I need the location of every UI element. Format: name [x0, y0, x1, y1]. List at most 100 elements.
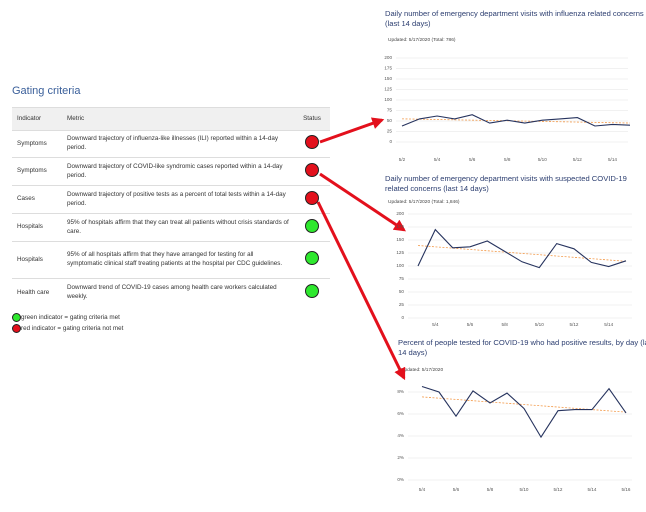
- y-tick-label: 4%: [397, 433, 404, 438]
- x-tick-label: 5/12: [573, 157, 582, 162]
- arrow: [319, 172, 406, 232]
- table-row: Hospitals 95% of all hospitals affirm tha…: [12, 241, 330, 279]
- y-tick-label: 200: [384, 55, 392, 60]
- y-tick-label: 100: [396, 263, 404, 268]
- status-indicator: [305, 135, 319, 150]
- data-line: [401, 114, 631, 127]
- data-line: [421, 385, 627, 439]
- status-cell: [294, 157, 330, 186]
- status-cell: [294, 241, 330, 279]
- y-tick-label: 50: [387, 118, 393, 123]
- indicator-cell: Cases: [12, 185, 62, 214]
- x-tick-label: 5/14: [608, 157, 617, 162]
- table-row: Symptoms Downward trajectory of COVID-lik…: [12, 157, 330, 186]
- legend-label: red indicator = gating criteria not met: [21, 325, 124, 332]
- y-tick-label: 25: [399, 302, 405, 307]
- x-tick-label: 5/6: [453, 487, 460, 492]
- metric-cell: 95% of all hospitals affirm that they ha…: [62, 241, 294, 279]
- metric-cell: Downward trajectory of positive tests as…: [62, 185, 294, 214]
- y-tick-label: 8%: [397, 389, 404, 394]
- status-cell: [294, 278, 330, 308]
- chart-title: Percent of people tested for COVID-19 wh…: [398, 338, 646, 357]
- status-indicator: [305, 218, 319, 233]
- table-row: Health care Downward trend of COVID-19 ca…: [12, 278, 330, 308]
- chart-title: Daily number of emergency department vis…: [385, 174, 627, 193]
- x-tick-label: 5/6: [469, 157, 476, 162]
- chart-title: Daily number of emergency department vis…: [385, 9, 644, 28]
- table-body: Symptoms Downward trajectory of influenza…: [12, 130, 330, 308]
- y-tick-label: 175: [396, 224, 404, 229]
- table-row: Cases Downward trajectory of positive tes…: [12, 185, 330, 214]
- x-tick-label: 5/12: [570, 322, 579, 327]
- x-tick-label: 5/6: [467, 322, 474, 327]
- y-tick-label: 100: [384, 97, 392, 102]
- legend-label: green indicator = gating criteria met: [21, 314, 120, 321]
- arrow: [316, 201, 406, 381]
- indicator-cell: Symptoms: [12, 130, 62, 158]
- chart-subtitle: Updated: 5/17/2020: [401, 368, 444, 373]
- indicator-cell: Hospitals: [12, 213, 62, 242]
- x-tick-label: 5/4: [432, 322, 439, 327]
- x-tick-label: 5/16: [622, 487, 631, 492]
- y-tick-label: 75: [399, 276, 405, 281]
- trend-line: [417, 245, 627, 262]
- status-indicator: [305, 251, 319, 266]
- header-row: Indicator Metric Status: [12, 107, 330, 131]
- legend-dot: [12, 313, 21, 322]
- y-tick-label: 150: [396, 237, 404, 242]
- x-tick-label: 5/10: [538, 157, 547, 162]
- chart-subtitle: Updated: 5/17/2020 (Total: 786): [388, 38, 456, 43]
- y-tick-label: 0: [401, 315, 404, 320]
- status-cell: [294, 130, 330, 158]
- y-tick-label: 125: [384, 87, 392, 92]
- column-header: Status: [294, 107, 330, 131]
- x-tick-label: 5/8: [487, 487, 494, 492]
- indicator-cell: Health care: [12, 278, 62, 308]
- status-indicator: [305, 190, 319, 205]
- legend-item: red indicator = gating criteria not met: [12, 324, 123, 333]
- metric-cell: Downward trajectory of COVID-like syndro…: [62, 157, 294, 186]
- table-row: Hospitals 95% of hospitals affirm that th…: [12, 213, 330, 242]
- x-tick-label: 5/8: [501, 322, 508, 327]
- indicator-cell: Symptoms: [12, 157, 62, 186]
- x-tick-label: 5/10: [520, 487, 529, 492]
- metric-cell: Downward trend of COVID-19 cases among h…: [62, 278, 294, 308]
- status-indicator: [305, 162, 319, 177]
- legend-item: green indicator = gating criteria met: [12, 313, 120, 322]
- x-tick-label: 5/4: [434, 157, 441, 162]
- y-tick-label: 125: [396, 250, 404, 255]
- x-tick-label: 5/4: [419, 487, 426, 492]
- y-tick-label: 50: [399, 289, 405, 294]
- status-indicator: [305, 284, 319, 299]
- column-header: Metric: [62, 107, 294, 131]
- gating-table: Indicator Metric Status Symptoms Downward…: [12, 107, 330, 308]
- y-tick-label: 2%: [397, 455, 404, 460]
- section-title: Gating criteria: [12, 85, 81, 97]
- y-tick-label: 175: [384, 66, 392, 71]
- x-tick-label: 5/2: [399, 157, 406, 162]
- table-row: Symptoms Downward trajectory of influenza…: [12, 130, 330, 158]
- y-tick-label: 200: [396, 211, 404, 216]
- trend-line: [421, 396, 627, 413]
- status-cell: [294, 213, 330, 242]
- x-tick-label: 5/10: [535, 322, 544, 327]
- arrow: [319, 117, 385, 144]
- x-tick-label: 5/12: [554, 487, 563, 492]
- indicator-cell: Hospitals: [12, 241, 62, 279]
- x-tick-label: 5/8: [504, 157, 511, 162]
- y-tick-label: 150: [384, 76, 392, 81]
- y-tick-label: 75: [387, 108, 393, 113]
- y-tick-label: 6%: [397, 411, 404, 416]
- y-tick-label: 0: [389, 139, 392, 144]
- y-tick-label: 25: [387, 129, 393, 134]
- metric-cell: Downward trajectory of influenza-like il…: [62, 130, 294, 158]
- x-tick-label: 5/14: [588, 487, 597, 492]
- status-cell: [294, 185, 330, 214]
- x-tick-label: 5/14: [604, 322, 613, 327]
- y-tick-label: 0%: [397, 477, 404, 482]
- legend-dot: [12, 324, 21, 333]
- chart-subtitle: Updated: 5/17/2020 (Total: 1,846): [388, 200, 460, 205]
- data-line: [417, 228, 627, 269]
- trend-line: [401, 118, 631, 124]
